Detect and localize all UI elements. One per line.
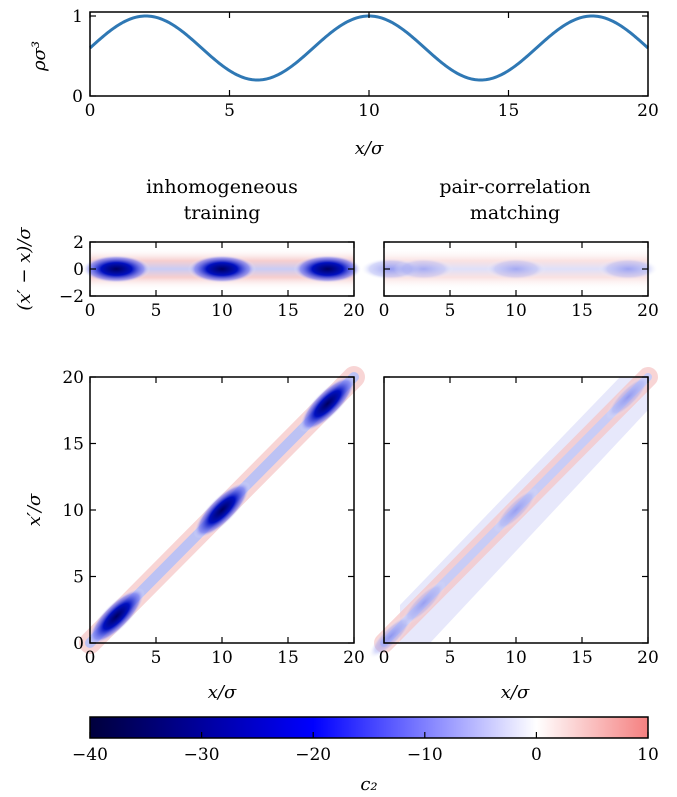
square-right-blob <box>606 374 651 420</box>
strip-right-xtick-label: 15 <box>571 301 593 321</box>
colorbar-label: c₂ <box>360 774 377 795</box>
square-left-ytick-label: 20 <box>62 368 84 388</box>
square-right-blob <box>401 580 446 626</box>
right-title-line2: matching <box>470 202 560 224</box>
colorbar-tick-label: −10 <box>407 745 443 765</box>
left-title-line2: training <box>184 202 261 224</box>
strip-left-blob <box>82 255 151 283</box>
square-right-xtick-label: 0 <box>379 648 390 668</box>
strip-right-blob <box>486 258 546 280</box>
square-left-xtick-label: 5 <box>151 648 162 668</box>
strip-left-xtick-label: 20 <box>343 301 365 321</box>
colorbar-tick-label: 0 <box>531 745 542 765</box>
colorbar-tick-label: −20 <box>295 745 331 765</box>
strip-right-xtick-label: 10 <box>505 301 527 321</box>
strip-left-ytick-label: 2 <box>73 233 84 253</box>
square-left-ytick-label: 10 <box>62 501 84 521</box>
strip-right-xtick-label: 20 <box>637 301 659 321</box>
colorbar-tick-label: −40 <box>72 745 108 765</box>
left-title-line1: inhomogeneous <box>146 176 298 198</box>
square-left-xtick-label: 0 <box>85 648 96 668</box>
square-right-blob <box>368 614 413 659</box>
strip-right-blob <box>393 258 454 280</box>
square-left-xtick-label: 10 <box>211 648 233 668</box>
square-left-ytick-label: 0 <box>73 634 84 654</box>
square-right-xlabel: x/σ <box>501 682 530 703</box>
right-title-line1: pair-correlation <box>439 176 590 198</box>
square-left-ytick-label: 15 <box>62 435 84 455</box>
strip-right-xtick-label: 5 <box>445 301 456 321</box>
square-right-xtick-label: 15 <box>571 648 593 668</box>
strip-left-blob <box>293 255 362 283</box>
square-left-xtick-label: 20 <box>343 648 365 668</box>
strip-right-panel: 0 5 10 15 20 <box>360 241 659 321</box>
density-ytick-label: 1 <box>72 7 83 27</box>
strip-left-xtick-label: 0 <box>85 301 96 321</box>
density-xtick-label: 15 <box>498 101 520 121</box>
colorbar-tick-label: 10 <box>637 745 659 765</box>
density-xtick-label: 20 <box>637 101 659 121</box>
strip-left-blob <box>188 255 256 283</box>
strip-right-blob <box>598 258 659 280</box>
density-panel: 0 5 10 15 20 10 x/σ ρσ³ <box>29 7 659 159</box>
square-left-xlabel: x/σ <box>208 682 237 703</box>
square-right-xtick-label: 10 <box>505 648 527 668</box>
strip-left-ytick-label: −2 <box>59 287 84 307</box>
square-left-blob <box>193 481 251 539</box>
square-left-blob <box>299 375 356 432</box>
square-left-blob <box>88 588 145 645</box>
density-xtick-label: 10 <box>358 101 380 121</box>
density-xlabel: x/σ <box>355 138 384 159</box>
strip-left-panel: 0 5 10 15 20 20−2 (x′ − x)/σ <box>14 227 365 321</box>
strip-left-ytick-label: 0 <box>73 260 84 280</box>
colorbar-frame <box>89 716 649 739</box>
density-xtick-label: 5 <box>224 101 235 121</box>
square-right-xtick-label: 20 <box>637 648 659 668</box>
colorbar-tick-label: −30 <box>184 745 220 765</box>
density-series-line <box>88 14 650 82</box>
strip-left-xtick-label: 15 <box>277 301 299 321</box>
density-ytick-label: 0 <box>72 87 83 107</box>
strip-left-xtick-label: 10 <box>211 301 233 321</box>
square-right-blob <box>493 487 539 533</box>
square-right-xtick-label: 5 <box>445 648 456 668</box>
density-xtick-label: 0 <box>85 101 96 121</box>
strip-right-xtick-label: 0 <box>379 301 390 321</box>
square-left-ytick-label: 5 <box>73 568 84 588</box>
strip-left-xtick-label: 5 <box>151 301 162 321</box>
square-left-xtick-label: 15 <box>277 648 299 668</box>
square-right-panel: 0 5 10 15 20 x/σ <box>368 367 659 703</box>
colorbar: −40 −30 −20 −10 0 10 c₂ <box>72 716 659 795</box>
strip-left-ylabel: (x′ − x)/σ <box>14 227 35 311</box>
colorbar-gradient <box>90 717 648 738</box>
square-left-panel: 0 5 10 15 20 20 15 10 5 0 x/σ x′/σ <box>24 366 365 703</box>
square-left-ylabel: x′/σ <box>24 493 45 526</box>
density-ylabel: ρσ³ <box>29 41 50 72</box>
